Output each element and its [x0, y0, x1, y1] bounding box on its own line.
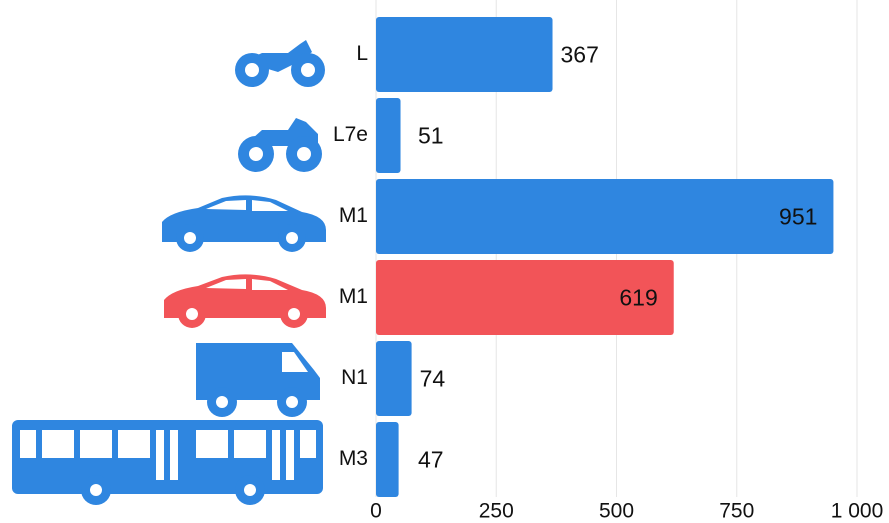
- x-tick-label: 0: [370, 500, 382, 523]
- bar: [376, 341, 412, 416]
- car-icon: [164, 274, 326, 328]
- category-label: L: [356, 42, 368, 65]
- x-tick-label: 250: [479, 500, 514, 523]
- car-icon: [162, 195, 326, 252]
- x-tick-label: 750: [719, 500, 754, 523]
- value-label: 47: [418, 447, 444, 473]
- x-tick-label: 500: [599, 500, 634, 523]
- motorcycle-icon: [235, 40, 325, 87]
- category-label: M1: [339, 204, 368, 227]
- bar: [376, 98, 401, 173]
- category-label: N1: [341, 366, 368, 389]
- bar: [376, 17, 553, 92]
- value-label: 51: [418, 123, 444, 149]
- category-label: L7e: [333, 123, 368, 146]
- bar: [376, 179, 834, 254]
- vehicle-icons: [12, 40, 326, 505]
- value-label: 367: [561, 42, 599, 68]
- x-tick-label: 1 000: [831, 500, 884, 523]
- value-label: 619: [619, 285, 657, 311]
- bar: [376, 422, 399, 497]
- category-label: M1: [339, 285, 368, 308]
- value-label: 74: [420, 366, 446, 392]
- quad-icon: [238, 118, 322, 172]
- bar: [376, 260, 674, 335]
- category-label: M3: [339, 447, 368, 470]
- van-icon: [196, 343, 320, 417]
- value-label: 951: [779, 204, 817, 230]
- bus-icon: [12, 420, 323, 505]
